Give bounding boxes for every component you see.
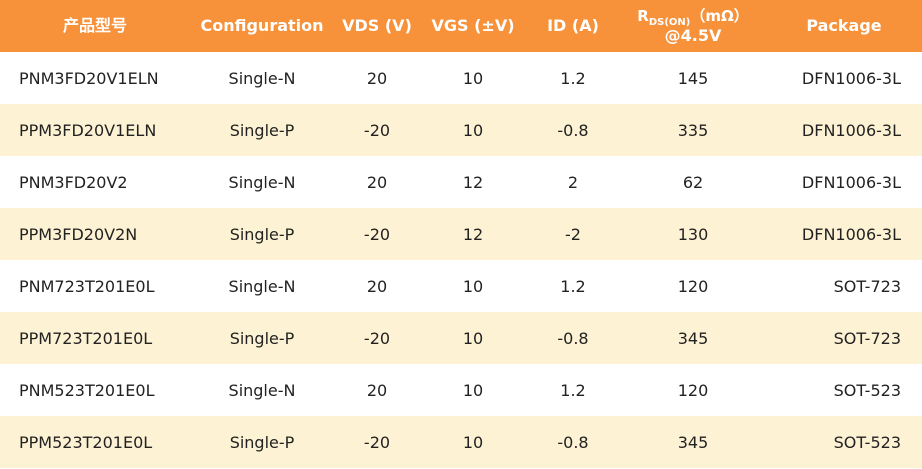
header-row: 产品型号 Configuration VDS (V) VGS (±V) ID (… [0,0,922,52]
table-row: PNM3FD20V2 Single-N 20 12 2 62 DFN1006-3… [0,156,922,208]
cell-package: SOT-523 [833,432,901,452]
cell-vgs: 10 [462,276,484,296]
cell-vds: 20 [366,380,388,400]
cell-vgs: 10 [462,68,484,88]
cell-vds: -20 [363,120,391,140]
cell-product: PPM3FD20V2N [19,224,138,244]
cell-package: SOT-723 [833,276,901,296]
table-row: PPM3FD20V1ELN Single-P -20 10 -0.8 335 D… [0,104,922,156]
cell-vds: 20 [366,68,388,88]
cell-id: -2 [565,224,581,244]
table-body: PNM3FD20V1ELN Single-N 20 10 1.2 145 DFN… [0,52,922,468]
cell-rds: 335 [677,120,709,140]
cell-configuration: Single-N [228,276,296,296]
cell-id: 1.2 [560,68,586,88]
cell-product: PNM723T201E0L [19,276,155,296]
cell-vgs: 10 [462,120,484,140]
cell-configuration: Single-P [229,120,295,140]
header-rds-cond: @4.5V [664,26,722,45]
cell-package: DFN1006-3L [801,120,901,140]
header-rds-sub: DS(ON) [648,17,691,29]
cell-id: 1.2 [560,380,586,400]
cell-vgs: 12 [462,224,484,244]
cell-id: -0.8 [557,432,589,452]
header-rds-line1: RDS(ON)（mΩ） [620,6,766,29]
cell-rds: 145 [677,68,709,88]
cell-rds: 120 [677,276,709,296]
cell-vds: 20 [366,276,388,296]
cell-product: PNM3FD20V1ELN [19,68,159,88]
header-configuration: Configuration [200,16,324,35]
cell-configuration: Single-N [228,172,296,192]
header-rds-r: R [637,7,649,25]
header-package: Package [806,16,882,35]
cell-vds: -20 [363,224,391,244]
table-row: PPM723T201E0L Single-P -20 10 -0.8 345 S… [0,312,922,364]
header-vgs: VGS (±V) [431,16,515,35]
cell-rds: 345 [677,328,709,348]
cell-rds: 120 [677,380,709,400]
cell-vds: 20 [366,172,388,192]
cell-package: DFN1006-3L [801,68,901,88]
cell-configuration: Single-P [229,432,295,452]
cell-product: PNM523T201E0L [19,380,155,400]
cell-vds: -20 [363,328,391,348]
cell-product: PPM523T201E0L [19,432,153,452]
table-row: PNM3FD20V1ELN Single-N 20 10 1.2 145 DFN… [0,52,922,104]
cell-vgs: 10 [462,328,484,348]
cell-vds: -20 [363,432,391,452]
header-product: 产品型号 [62,16,127,35]
cell-vgs: 10 [462,432,484,452]
table-row: PNM523T201E0L Single-N 20 10 1.2 120 SOT… [0,364,922,416]
table-header: 产品型号 Configuration VDS (V) VGS (±V) ID (… [0,0,922,52]
cell-rds: 62 [682,172,704,192]
cell-product: PPM723T201E0L [19,328,153,348]
cell-configuration: Single-N [228,68,296,88]
cell-id: -0.8 [557,120,589,140]
cell-package: SOT-523 [833,380,901,400]
cell-rds: 130 [677,224,709,244]
cell-rds: 345 [677,432,709,452]
table-row: PNM723T201E0L Single-N 20 10 1.2 120 SOT… [0,260,922,312]
cell-package: DFN1006-3L [801,224,901,244]
cell-product: PNM3FD20V2 [19,172,128,192]
cell-configuration: Single-P [229,328,295,348]
cell-vgs: 12 [462,172,484,192]
cell-id: 2 [567,172,579,192]
table-row: PPM3FD20V2N Single-P -20 12 -2 130 DFN10… [0,208,922,260]
cell-package: DFN1006-3L [801,172,901,192]
cell-package: SOT-723 [833,328,901,348]
header-rds: RDS(ON)（mΩ） @4.5V [620,0,766,52]
cell-configuration: Single-P [229,224,295,244]
cell-vgs: 10 [462,380,484,400]
header-rds-unit: （mΩ） [690,7,749,25]
table-row: PPM523T201E0L Single-P -20 10 -0.8 345 S… [0,416,922,468]
cell-id: 1.2 [560,276,586,296]
cell-product: PPM3FD20V1ELN [19,120,157,140]
header-vds: VDS (V) [342,16,412,35]
cell-id: -0.8 [557,328,589,348]
cell-configuration: Single-N [228,380,296,400]
header-id: ID (A) [547,16,599,35]
